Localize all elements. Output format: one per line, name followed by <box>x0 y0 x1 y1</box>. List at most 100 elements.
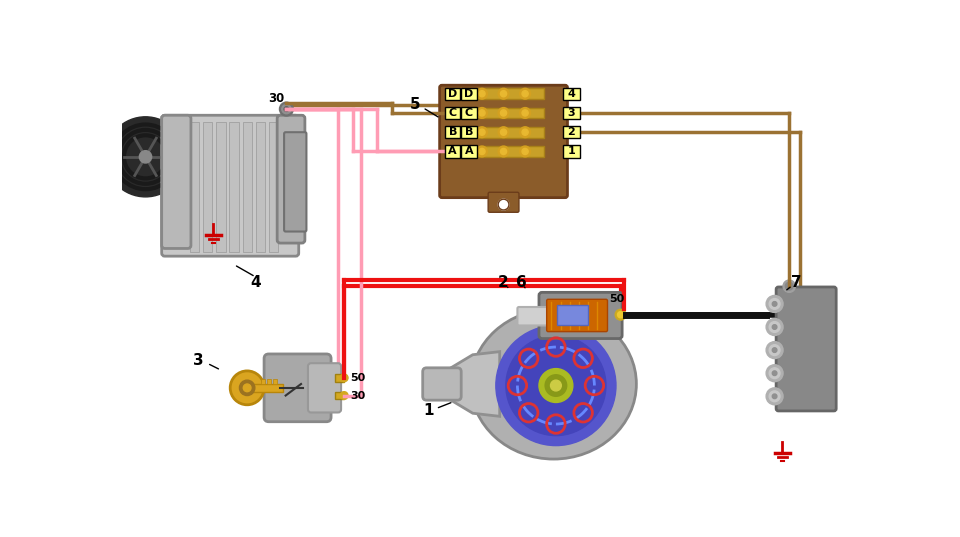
Circle shape <box>498 127 509 137</box>
FancyBboxPatch shape <box>284 132 306 231</box>
Bar <box>204 122 212 251</box>
FancyBboxPatch shape <box>776 287 836 411</box>
Circle shape <box>476 146 488 157</box>
Circle shape <box>769 391 780 402</box>
Text: 50: 50 <box>609 294 624 304</box>
Circle shape <box>519 88 531 99</box>
Bar <box>274 379 277 384</box>
Circle shape <box>498 199 509 210</box>
Circle shape <box>522 91 528 97</box>
Text: 2: 2 <box>567 127 575 137</box>
Text: B: B <box>448 127 457 137</box>
Circle shape <box>769 299 780 309</box>
Text: 4: 4 <box>251 275 261 290</box>
FancyBboxPatch shape <box>461 107 476 119</box>
Circle shape <box>772 371 777 375</box>
Circle shape <box>519 107 531 118</box>
Circle shape <box>284 107 289 111</box>
Circle shape <box>500 129 507 135</box>
Bar <box>476 127 543 137</box>
FancyBboxPatch shape <box>461 126 476 139</box>
Circle shape <box>139 151 152 163</box>
Circle shape <box>340 391 348 400</box>
Bar <box>335 374 344 382</box>
Circle shape <box>772 394 777 398</box>
Circle shape <box>498 88 509 99</box>
Bar <box>542 295 619 336</box>
Bar <box>476 107 543 118</box>
FancyBboxPatch shape <box>563 146 580 158</box>
Circle shape <box>479 148 485 155</box>
Circle shape <box>522 110 528 116</box>
Bar <box>261 379 265 384</box>
Bar <box>267 379 271 384</box>
Circle shape <box>769 322 780 332</box>
Circle shape <box>539 368 573 402</box>
Bar <box>229 122 239 251</box>
Bar <box>335 391 344 400</box>
FancyBboxPatch shape <box>488 192 519 212</box>
Circle shape <box>476 127 488 137</box>
FancyBboxPatch shape <box>445 126 461 139</box>
Bar <box>255 122 265 251</box>
Text: A: A <box>448 147 457 156</box>
Circle shape <box>106 117 185 197</box>
Text: 3: 3 <box>193 353 204 368</box>
Circle shape <box>615 309 626 320</box>
Circle shape <box>783 280 796 292</box>
Text: 7: 7 <box>791 275 802 290</box>
FancyBboxPatch shape <box>440 85 567 198</box>
Circle shape <box>500 91 507 97</box>
Circle shape <box>766 318 783 336</box>
Circle shape <box>766 295 783 313</box>
FancyBboxPatch shape <box>308 363 341 412</box>
Circle shape <box>772 325 777 329</box>
Bar <box>216 122 226 251</box>
FancyBboxPatch shape <box>546 299 608 332</box>
FancyBboxPatch shape <box>161 115 299 256</box>
Circle shape <box>766 342 783 359</box>
FancyBboxPatch shape <box>461 146 476 158</box>
FancyBboxPatch shape <box>563 126 580 139</box>
FancyBboxPatch shape <box>539 292 622 338</box>
Circle shape <box>519 127 531 137</box>
Circle shape <box>476 88 488 99</box>
Bar <box>476 88 543 99</box>
Circle shape <box>506 336 606 436</box>
Bar <box>476 146 543 157</box>
Circle shape <box>522 148 528 155</box>
Bar <box>253 384 282 391</box>
Circle shape <box>496 325 616 446</box>
Text: 4: 4 <box>567 89 575 99</box>
Bar <box>243 122 252 251</box>
Circle shape <box>282 105 291 114</box>
Text: C: C <box>465 108 473 118</box>
Bar <box>269 122 278 251</box>
Circle shape <box>766 365 783 382</box>
Text: 1: 1 <box>422 403 433 418</box>
FancyBboxPatch shape <box>445 88 461 100</box>
Text: 50: 50 <box>350 373 366 383</box>
Ellipse shape <box>470 309 636 459</box>
Circle shape <box>772 348 777 352</box>
Circle shape <box>479 91 485 97</box>
Circle shape <box>766 388 783 405</box>
Circle shape <box>476 107 488 118</box>
Circle shape <box>498 146 509 157</box>
FancyBboxPatch shape <box>563 107 580 119</box>
Text: 30: 30 <box>350 390 366 401</box>
Circle shape <box>500 148 507 155</box>
Text: D: D <box>465 89 473 99</box>
Circle shape <box>519 146 531 157</box>
Circle shape <box>479 129 485 135</box>
Circle shape <box>785 282 793 290</box>
Circle shape <box>500 110 507 116</box>
Circle shape <box>545 375 566 396</box>
Circle shape <box>230 371 264 405</box>
FancyBboxPatch shape <box>517 307 547 325</box>
FancyBboxPatch shape <box>422 368 461 400</box>
FancyBboxPatch shape <box>558 306 588 325</box>
Text: C: C <box>448 108 457 118</box>
Text: A: A <box>465 147 473 156</box>
Circle shape <box>340 374 348 382</box>
